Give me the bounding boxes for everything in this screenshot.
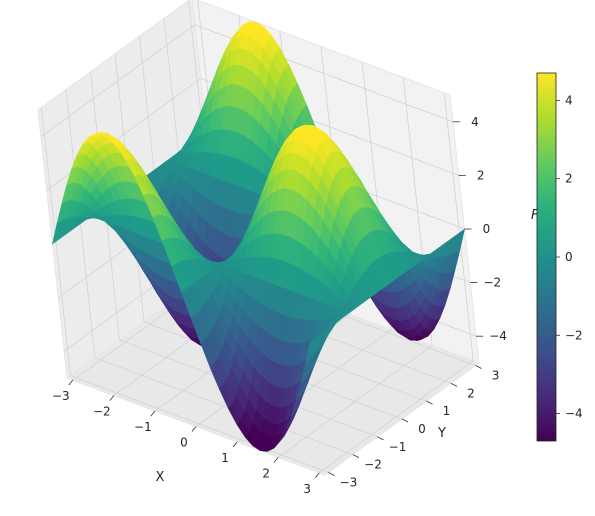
grid-line-y — [114, 53, 403, 420]
z-tick-label: −2 — [483, 276, 501, 290]
colorbar-ticks: −4 −2 0 2 4 — [556, 93, 583, 421]
grid-line-z — [40, 24, 454, 138]
y-tick — [352, 454, 360, 459]
x-tick — [68, 379, 74, 386]
y-tick-label: −2 — [364, 458, 382, 472]
z-tick-label: 4 — [471, 115, 479, 129]
x-tick — [109, 395, 115, 401]
colorbar — [536, 72, 557, 442]
y-tick-label: 0 — [418, 422, 426, 436]
x-tick-label: −2 — [93, 405, 111, 419]
z-axis-label: F — [531, 208, 539, 223]
x-tick — [232, 441, 238, 448]
y-tick-label: −1 — [389, 440, 407, 454]
colorbar-tick-label: 0 — [565, 250, 573, 264]
y-tick — [377, 436, 384, 441]
y-axis-label: Y — [437, 426, 446, 441]
y-tick-label: 3 — [492, 369, 500, 383]
colorbar-tick-label: 2 — [565, 172, 573, 186]
axes-ticks: −3 −2 −1 0 1 2 3 −3 −2 −1 0 1 2 3 −4 −2 0 2 4 — [52, 115, 507, 496]
y-tick — [475, 365, 482, 369]
y-tick-label: −3 — [340, 476, 358, 490]
x-axis-label: X — [156, 470, 165, 485]
grid-line-x — [318, 92, 474, 474]
x-tick — [150, 410, 156, 417]
x-tick — [273, 457, 279, 463]
z-tick-label: 2 — [477, 168, 485, 182]
grid-line-x — [277, 77, 433, 458]
surface-facet — [305, 337, 316, 363]
y-tick — [328, 472, 335, 476]
surface-plot — [52, 21, 465, 452]
z-tick-label: 0 — [483, 222, 491, 236]
x-tick-label: −3 — [52, 389, 70, 403]
x-tick-label: 2 — [262, 466, 270, 480]
y-tick — [426, 400, 433, 405]
grid-line-y — [41, 107, 329, 473]
y-tick-label: 2 — [467, 386, 475, 400]
x-tick — [314, 472, 320, 479]
y-tick — [401, 418, 409, 423]
z-tick-label: −4 — [489, 329, 507, 343]
x-tick-label: 3 — [303, 482, 311, 496]
x-tick-label: 1 — [221, 451, 229, 465]
colorbar-tick-label: −2 — [565, 328, 583, 342]
y-tick-label: 1 — [443, 404, 451, 418]
y-tick — [450, 382, 458, 387]
x-tick-label: 0 — [180, 436, 188, 450]
x-tick — [191, 426, 197, 432]
colorbar-tick-label: −4 — [565, 407, 583, 421]
colorbar-tick-label: 4 — [565, 93, 573, 107]
x-tick-label: −1 — [134, 420, 152, 434]
